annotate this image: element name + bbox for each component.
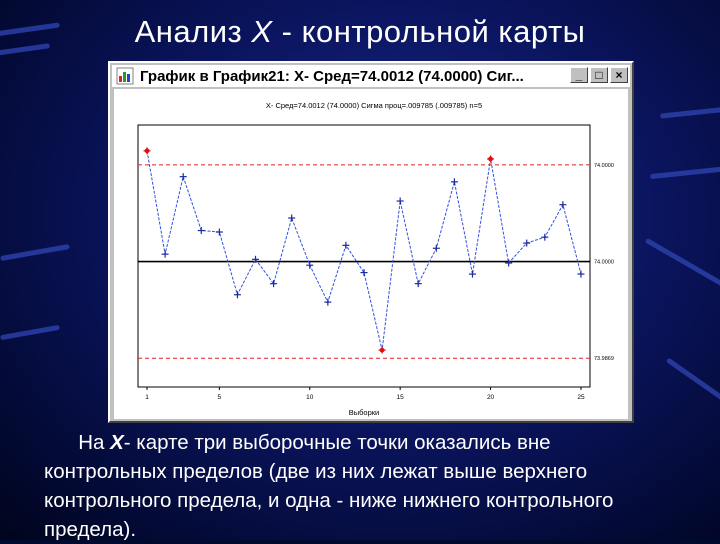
x-tick-label: 5	[218, 394, 222, 401]
title-x-symbol: X	[251, 14, 273, 49]
data-point	[215, 228, 223, 236]
lcl-label: 73.9869	[594, 356, 614, 362]
x-tick-label: 10	[306, 394, 314, 401]
chart-window: График в График21: X- Сред=74.0012 (74.0…	[108, 61, 634, 423]
data-point	[252, 255, 260, 263]
center-label: 74.0000	[594, 260, 614, 266]
x-tick-label: 25	[577, 394, 585, 401]
maximize-button[interactable]: □	[590, 67, 608, 83]
slide-title: Анализ X - контрольной карты	[0, 14, 720, 50]
data-point	[468, 270, 476, 278]
x-tick-label: 20	[487, 394, 495, 401]
window-titlebar[interactable]: График в График21: X- Сред=74.0012 (74.0…	[112, 65, 630, 87]
x-tick-label: 15	[397, 394, 405, 401]
slide-caption: На X- карте три выборочные точки оказали…	[44, 428, 720, 544]
out-of-control-point	[378, 346, 386, 354]
data-point	[577, 270, 585, 278]
data-point	[360, 269, 368, 277]
data-point	[505, 259, 513, 267]
title-suffix: - контрольной карты	[272, 14, 586, 49]
x-tick-label: 1	[145, 394, 149, 401]
data-point	[161, 250, 169, 258]
window-controls: _ □ ×	[570, 67, 628, 83]
plot-frame	[137, 124, 591, 388]
minimize-button[interactable]: _	[570, 67, 588, 83]
series-group	[143, 147, 585, 354]
data-point	[559, 201, 567, 209]
out-of-control-point	[487, 155, 495, 163]
data-point	[342, 241, 350, 249]
ucl-label: 74.0000	[594, 163, 614, 169]
x-axis-label: Выборки	[349, 408, 380, 417]
caption-line-4: предела).	[44, 518, 137, 541]
title-prefix: Анализ	[134, 14, 252, 49]
series-line	[146, 150, 582, 351]
control-chart: X- Сред=74.0012 (74.0000) Сигма проц=.00…	[137, 101, 614, 417]
data-point	[541, 233, 549, 241]
close-button[interactable]: ×	[610, 67, 628, 83]
data-point	[197, 227, 205, 235]
caption-line-1: На X- карте три выборочные точки оказали…	[78, 431, 551, 454]
caption-line-2: контрольных пределов (две из них лежат в…	[44, 460, 588, 483]
window-title: График в График21: X- Сред=74.0012 (74.0…	[140, 67, 524, 85]
caption-line-3: контрольного предела, и одна - ниже нижн…	[44, 489, 614, 512]
data-point	[179, 173, 187, 181]
data-point	[270, 280, 278, 288]
caption-x-symbol: X	[110, 431, 124, 454]
data-point	[523, 239, 531, 247]
data-point	[288, 214, 296, 222]
data-point	[324, 298, 332, 306]
statistica-app-icon[interactable]	[116, 67, 134, 85]
data-point	[414, 280, 422, 288]
data-point	[450, 178, 458, 186]
out-of-control-point	[143, 147, 151, 155]
chart-title: X- Сред=74.0012 (74.0000) Сигма проц=.00…	[266, 101, 482, 110]
x-tick-group: 1 5 10 15 20 25	[145, 387, 585, 401]
data-point	[306, 261, 314, 269]
plot-area: X- Сред=74.0012 (74.0000) Сигма проц=.00…	[114, 89, 628, 419]
data-point	[396, 197, 404, 205]
data-point	[432, 244, 440, 252]
data-point	[233, 291, 241, 299]
